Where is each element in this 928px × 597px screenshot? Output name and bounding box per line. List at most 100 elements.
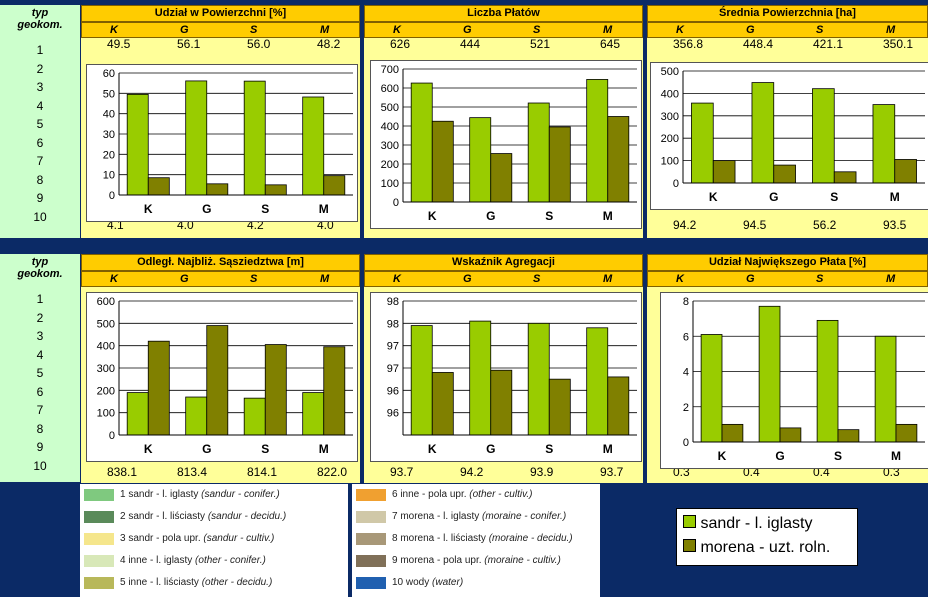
y-tick-label: 6 — [683, 331, 689, 343]
class-label-pl: 1 sandr - l. iglasty — [120, 489, 202, 500]
subheader-K: K — [393, 273, 401, 285]
class-label-pl: 2 sandr - l. liściasty — [120, 511, 208, 522]
subheader-S: S — [533, 273, 541, 285]
metric-value: 56.2 — [813, 218, 837, 232]
y-tick-label: 20 — [103, 149, 115, 161]
bar-morena — [206, 183, 229, 196]
x-tick-label: M — [603, 209, 613, 223]
bar-morena — [548, 126, 571, 203]
bar-morena — [894, 159, 917, 184]
values-top-row: 49.5 56.1 56.0 48.2 — [81, 37, 360, 51]
bar-sandr — [185, 80, 208, 196]
values-bottom-row: 94.2 94.5 56.2 93.5 — [647, 218, 928, 232]
x-tick-label: K — [709, 190, 718, 204]
x-tick-label: K — [144, 442, 153, 456]
bar-chart: 0 100 200 300 400 500 600 K G S M — [86, 292, 358, 462]
x-tick-label: K — [428, 442, 437, 456]
y-tick-label: 2 — [683, 402, 689, 414]
y-tick-label: 200 — [381, 159, 399, 171]
bar-morena — [147, 340, 170, 436]
subheader-G: G — [180, 273, 189, 285]
bar-morena — [206, 325, 229, 436]
bar-sandr — [243, 397, 266, 436]
bar-morena — [323, 175, 346, 196]
y-tick-label: 700 — [381, 64, 399, 76]
subheader-S: S — [533, 24, 541, 36]
row-label: 10 — [33, 458, 47, 473]
bar-morena — [607, 116, 630, 203]
subheader-G: G — [746, 273, 755, 285]
metric-value: 814.1 — [247, 465, 278, 479]
y-tick-label: 30 — [103, 129, 115, 141]
bar-morena — [833, 171, 857, 184]
metric-value: 48.2 — [317, 37, 341, 51]
subheader-S: S — [250, 24, 258, 36]
legend-swatch — [683, 515, 696, 528]
class-label-en: (water) — [432, 577, 464, 588]
chart-svg: 0 100 200 300 400 500 600 700 K G S M — [381, 64, 637, 223]
metric-value: 421.1 — [813, 37, 844, 51]
class-legend-left: 1 sandr - l. iglasty (sandur - conifer.)… — [80, 484, 348, 597]
row-label: 9 — [36, 440, 44, 454]
class-label-en: (moraine - cultiv.) — [484, 555, 561, 566]
bar-sandr — [126, 93, 149, 196]
class-swatch — [356, 577, 386, 589]
subheader-S: S — [250, 273, 258, 285]
bar-morena — [323, 346, 346, 436]
metric-value: 356.8 — [673, 37, 704, 51]
bar-sandr — [185, 396, 208, 436]
block-title: Udział w Powierzchni [%] — [81, 5, 360, 22]
bar-chart: 0 100 200 300 400 500 K G S M — [650, 62, 928, 210]
bar-sandr — [469, 320, 492, 436]
row-label: 4 — [36, 347, 44, 362]
subheader-M: M — [603, 24, 613, 36]
class-label-en: (sandur - conifer.) — [201, 489, 280, 500]
metric-value: 813.4 — [177, 465, 208, 479]
class-legend-right: 6 inne - pola upr. (other - cultiv.) 7 mo… — [352, 484, 600, 597]
bar-sandr — [302, 96, 325, 196]
subheader-G: G — [180, 24, 189, 36]
x-tick-label: G — [486, 209, 495, 223]
class-swatch — [356, 511, 386, 523]
y-tick-label: 10 — [103, 170, 115, 182]
class-label: 5 inne - l. liściasty (other - decidu.) — [120, 574, 272, 592]
class-label-en: (sandur - decidu.) — [207, 511, 287, 522]
bar-morena — [264, 344, 287, 436]
x-tick-label: M — [890, 190, 900, 204]
y-tick-label: 0 — [683, 437, 689, 449]
subheader-K: K — [393, 24, 401, 36]
x-tick-label: G — [769, 190, 778, 204]
bar-sandr — [874, 335, 897, 443]
bar-sandr — [126, 392, 149, 436]
bar-morena — [837, 429, 860, 443]
bar-sandr — [758, 305, 781, 443]
y-tick-label: 500 — [97, 318, 115, 330]
metric-value: 94.5 — [743, 218, 767, 232]
row-label: 6 — [36, 384, 44, 399]
chart-svg: 0 100 200 300 400 500 600 K G S M — [97, 296, 353, 456]
row-labels-top: typ geokom. — [0, 5, 80, 238]
y-tick-label: 96 — [387, 385, 399, 397]
class-label: 2 sandr - l. liściasty (sandur - decidu.… — [120, 508, 286, 526]
row-label: 9 — [36, 191, 44, 205]
class-label-en: (moraine - conifer.) — [482, 511, 567, 522]
bar-morena — [548, 378, 571, 436]
y-tick-label: 8 — [683, 296, 689, 308]
subheader-M: M — [320, 273, 330, 285]
row-label: 8 — [36, 172, 44, 187]
x-tick-label: S — [545, 442, 553, 456]
subheader-M: M — [603, 273, 613, 285]
metric-value: 350.1 — [883, 37, 914, 51]
bar-sandr — [302, 392, 325, 436]
block-title: Odległ. Najbliż. Sąsziedztwa [m] — [81, 254, 360, 271]
metric-value: 93.7 — [390, 465, 414, 479]
x-tick-label: S — [545, 209, 553, 223]
class-label-en: (sandur - cultiv.) — [203, 533, 275, 544]
row-label: 10 — [33, 209, 47, 224]
chart-svg: 0 100 200 300 400 500 K G S M — [661, 66, 925, 204]
y-tick-label: 400 — [97, 341, 115, 353]
bar-sandr — [243, 80, 266, 196]
